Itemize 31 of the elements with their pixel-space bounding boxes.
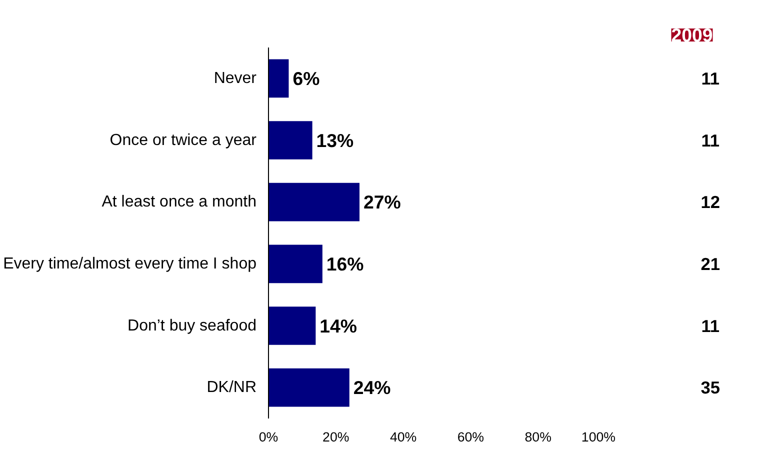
data-label: 6%: [292, 68, 320, 89]
bar: [268, 121, 312, 160]
text: 35: [700, 378, 720, 398]
data-label: 13%: [316, 130, 354, 151]
text: 11: [701, 130, 720, 150]
x-tick-label: 40%: [390, 430, 417, 444]
text: 11: [701, 68, 720, 88]
bar: [268, 306, 316, 345]
bar: [268, 182, 360, 222]
data-label: 27%: [363, 192, 402, 213]
y-tick-label: Never: [214, 70, 258, 87]
text: 21: [700, 254, 720, 274]
data-label: 16%: [326, 253, 364, 274]
y-tick-label: DK/NR: [206, 379, 256, 396]
y-tick-label: Once or twice a year: [110, 132, 258, 149]
bar: [268, 59, 289, 98]
text: 11: [701, 316, 720, 336]
y-tick-label: Don’t buy seafood: [128, 317, 257, 334]
text: 2009: [671, 24, 713, 46]
y-tick-label: At least once a month: [102, 194, 257, 211]
x-tick-label: 60%: [457, 430, 484, 444]
data-label: 14%: [320, 315, 358, 336]
bar: [268, 368, 350, 407]
text: 12: [700, 192, 720, 212]
x-tick-label: 0%: [258, 430, 278, 444]
bar: [268, 244, 322, 284]
x-tick-label: 20%: [322, 430, 350, 444]
data-label: 24%: [353, 377, 392, 398]
x-tick-label: 100%: [581, 430, 616, 444]
y-tick-label: Every time/almost every time I shop: [3, 255, 257, 272]
x-tick-label: 80%: [524, 430, 552, 444]
